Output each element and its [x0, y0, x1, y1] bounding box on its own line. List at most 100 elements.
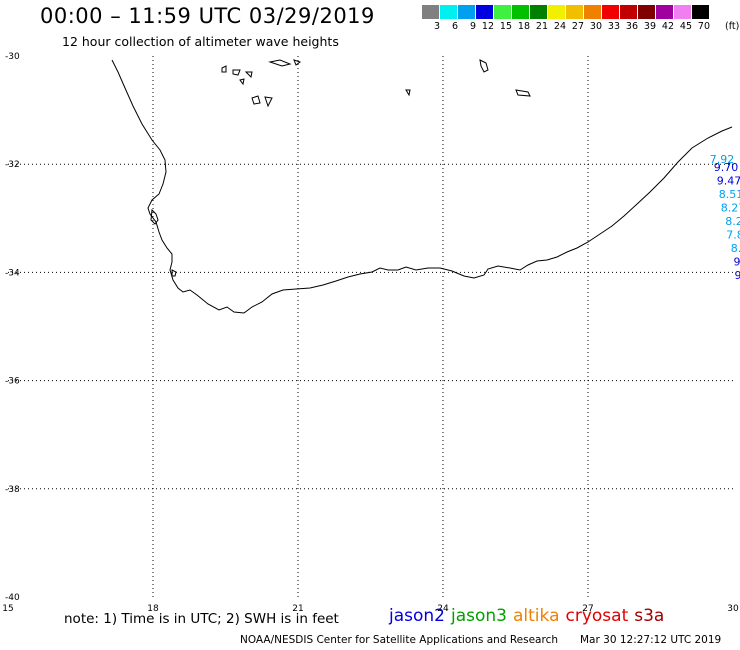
scale-swatch — [602, 5, 620, 19]
scale-tick-label: 9 — [469, 21, 476, 32]
scale-bin: 45 — [674, 5, 692, 35]
scale-tick-label: 70 — [697, 21, 710, 32]
coastal-island-2 — [232, 69, 241, 76]
scale-bin: 33 — [602, 5, 620, 35]
coastal-island-3 — [244, 71, 253, 79]
scale-tick-label: 6 — [451, 21, 458, 32]
satellite-legend-jason2: jason2 — [389, 606, 445, 626]
swh-value: 9 — [734, 256, 740, 269]
scale-swatch — [494, 5, 512, 19]
longitude-label: 24 — [437, 604, 449, 614]
scale-bin: 36 — [620, 5, 638, 35]
scale-tick-label: 33 — [607, 21, 620, 32]
scale-swatch — [620, 5, 638, 19]
coastal-island-5 — [251, 95, 261, 105]
latitude-label: -40 — [5, 593, 20, 603]
scale-tick-label: 24 — [553, 21, 566, 32]
coastal-island-8 — [293, 59, 302, 66]
swh-value: 8.51 — [719, 188, 740, 201]
swh-value: 8.27 — [721, 201, 740, 214]
latitude-label: -34 — [5, 268, 20, 278]
scale-bin: 27 — [566, 5, 584, 35]
scale-swatch — [512, 5, 530, 19]
scale-bin: 18 — [512, 5, 530, 35]
south-africa-coastline — [111, 59, 733, 314]
scale-tick-label: 18 — [517, 21, 530, 32]
satellite-legend: jason2 jason3 altika cryosat s3a — [389, 606, 670, 626]
satellite-legend-s3a: s3a — [634, 606, 665, 626]
scale-bin: 15 — [494, 5, 512, 35]
longitude-label: 30 — [727, 604, 739, 614]
scale-swatch — [548, 5, 566, 19]
scale-bin: 24 — [548, 5, 566, 35]
longitude-label: 18 — [147, 604, 159, 614]
scale-bin: 42 — [656, 5, 674, 35]
scale-bin: 70 — [692, 5, 710, 35]
lat-lon-grid — [8, 56, 733, 597]
scale-tick-label: 12 — [481, 21, 494, 32]
scale-swatch — [566, 5, 584, 19]
latitude-label: -32 — [5, 160, 20, 170]
wave-height-color-scale: 3 6 9 12 15 18 21 24 27 30 33 36 39 42 45 70 — [422, 5, 710, 35]
scale-bin: 39 — [638, 5, 656, 35]
scale-bin: 30 — [584, 5, 602, 35]
scale-tick-label: 36 — [625, 21, 638, 32]
credit-line: NOAA/NESDIS Center for Satellite Applica… — [240, 634, 558, 646]
scale-tick-label: 15 — [499, 21, 512, 32]
coastal-island-11 — [515, 89, 531, 97]
coastal-island-7 — [268, 59, 292, 67]
scale-swatch — [584, 5, 602, 19]
scale-swatch — [656, 5, 674, 19]
scale-tick-label: 45 — [679, 21, 692, 32]
latitude-label: -36 — [5, 377, 20, 387]
swh-value: 9.70 — [714, 161, 739, 174]
swh-value: 7.92 — [710, 153, 735, 166]
saldanha-inlet — [171, 269, 177, 277]
scale-tick-label: 21 — [535, 21, 548, 32]
swh-value: 9.47 — [717, 174, 740, 187]
scale-swatch — [692, 5, 710, 19]
false-bay-inlet — [150, 208, 159, 225]
scale-swatch — [476, 5, 494, 19]
swh-readings: 7.929.709.478.518.278.27.88.99 — [710, 153, 740, 282]
scale-swatch — [422, 5, 440, 19]
scale-tick-label: 42 — [661, 21, 674, 32]
scale-swatch — [440, 5, 458, 19]
scale-bin: 12 — [476, 5, 494, 35]
coastline — [111, 59, 733, 314]
units-note: note: 1) Time is in UTC; 2) SWH is in fe… — [64, 611, 339, 627]
scale-swatch — [674, 5, 692, 19]
scale-tick-label: 3 — [433, 21, 440, 32]
longitude-label: 21 — [292, 604, 303, 614]
coastal-island-1 — [221, 65, 227, 73]
scale-tick-label: 30 — [589, 21, 602, 32]
satellite-legend-jason3: jason3 — [451, 606, 507, 626]
scale-bin: 6 — [440, 5, 458, 35]
coastal-island-4 — [239, 78, 245, 86]
scale-unit-label: (ft) — [725, 21, 740, 32]
scale-tick-label: 39 — [643, 21, 656, 32]
latitude-label: -38 — [5, 485, 20, 495]
scale-bin: 9 — [458, 5, 476, 35]
satellite-legend-cryosat: cryosat — [565, 606, 629, 626]
scale-bin: 3 — [422, 5, 440, 35]
scale-tick-label: 27 — [571, 21, 584, 32]
swh-value: 7.8 — [726, 229, 740, 242]
scale-swatch — [638, 5, 656, 19]
coastal-island-10 — [479, 59, 489, 73]
swh-value: 8.2 — [725, 215, 740, 228]
chart-title: 00:00 – 11:59 UTC 03/29/2019 — [40, 4, 375, 28]
swh-value: 8. — [731, 242, 740, 255]
scale-swatch — [530, 5, 548, 19]
satellite-legend-altika: altika — [513, 606, 560, 626]
coastal-island-9 — [405, 89, 411, 97]
generated-timestamp: Mar 30 12:27:12 UTC 2019 — [580, 634, 722, 646]
longitude-label: 27 — [582, 604, 593, 614]
longitude-label: 15 — [2, 604, 13, 614]
scale-bin: 21 — [530, 5, 548, 35]
swh-value: 9 — [735, 269, 740, 282]
scale-swatch — [458, 5, 476, 19]
latitude-label: -30 — [5, 52, 20, 62]
